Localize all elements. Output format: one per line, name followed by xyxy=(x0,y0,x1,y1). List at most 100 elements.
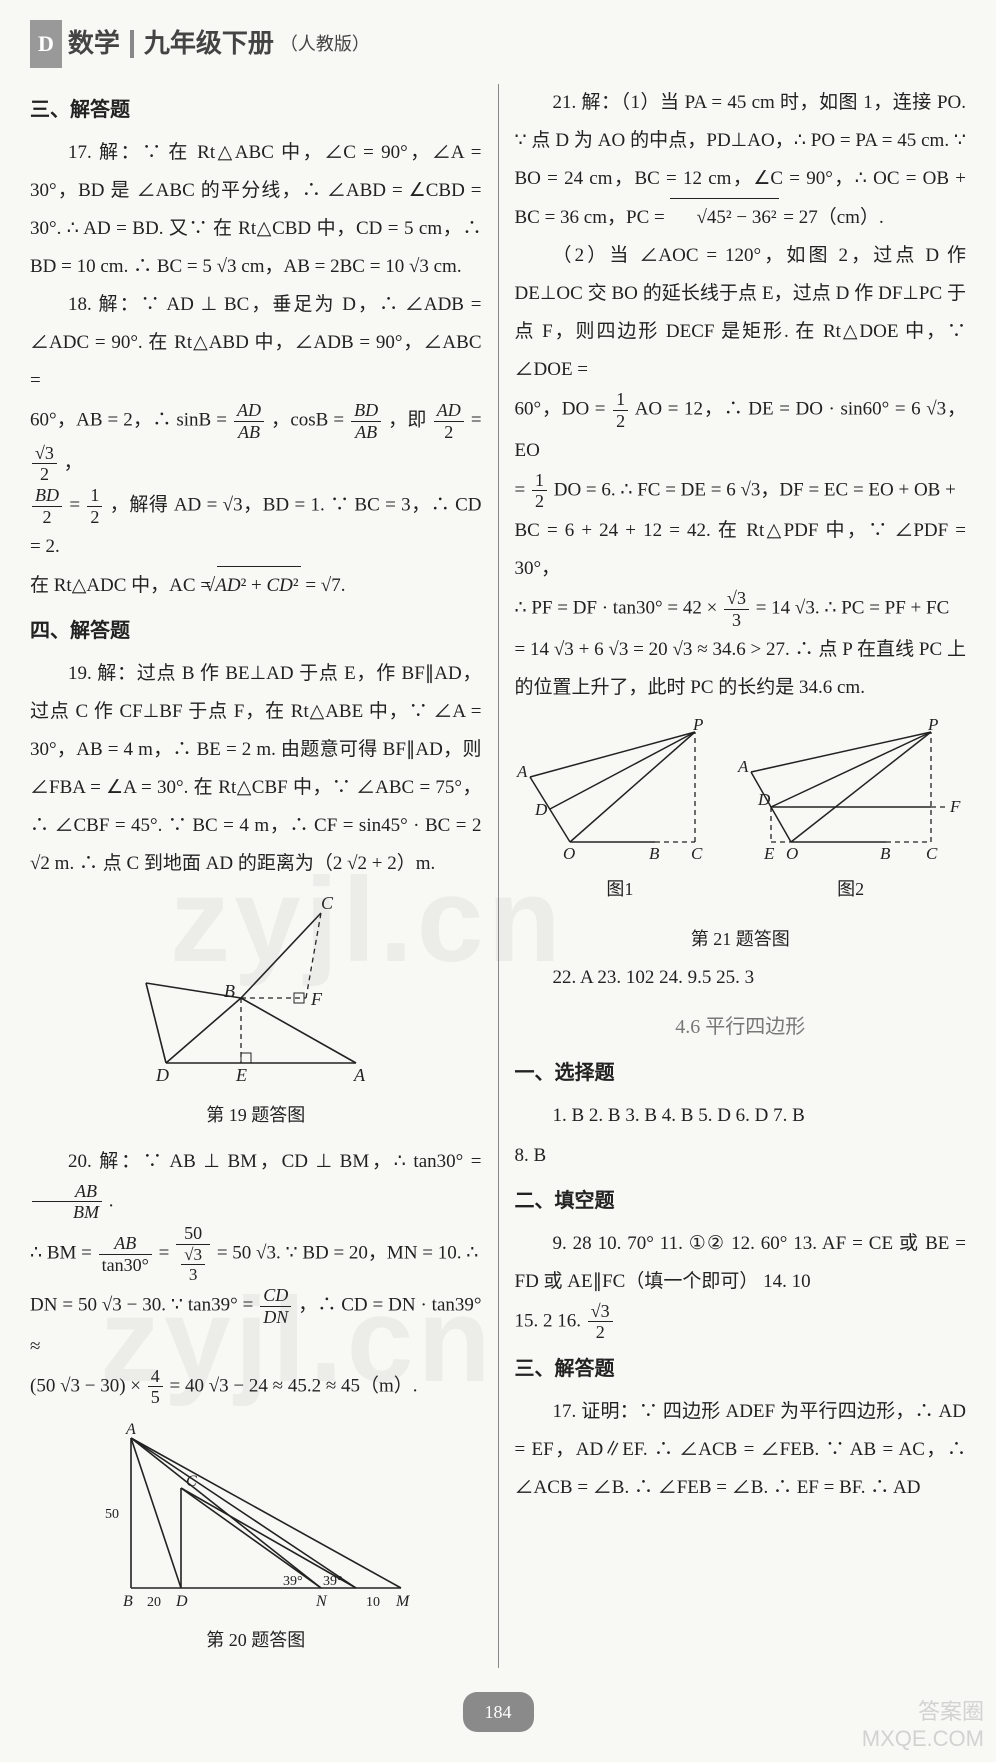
fb-line1: 9. 28 10. 70° 11. ①② 12. 60° 13. AF = CE… xyxy=(515,1225,967,1301)
d21b-B: B xyxy=(880,844,891,863)
q21-c: （2）当 ∠AOC = 120°，如图 2，过点 D 作 DE⊥OC 交 BO … xyxy=(515,245,967,380)
d21a-B: B xyxy=(649,844,660,863)
q17-solution: 17. 解：∵ 在 Rt△ABC 中，∠C = 90°，∠A = 30°，BD … xyxy=(30,134,482,286)
q18-line3: BD2 = 12 ，解得 AD = √3，BD = 1. ∵ BC = 3，∴ … xyxy=(30,485,482,566)
d21b-F: F xyxy=(949,797,961,816)
d21b-A: A xyxy=(737,757,749,776)
lbl-B: B xyxy=(224,981,235,1001)
fig2-caption: 图2 xyxy=(837,871,864,907)
q18-j: = √7. xyxy=(305,575,345,596)
q20-b: . xyxy=(109,1190,114,1211)
q18-d: ，即 xyxy=(388,410,432,431)
q18-line2: 60°，AB = 2，∴ sinB = ADAB ，cosB = BDAB ，即… xyxy=(30,400,482,485)
section-4-title: 四、解答题 xyxy=(30,611,482,651)
d20-39b: 39° xyxy=(323,1574,343,1589)
q21-caption: 第 21 题答图 xyxy=(515,921,967,957)
q20-a: 20. 解：∵ AB ⊥ BM，CD ⊥ BM，∴ tan30° = xyxy=(68,1151,482,1172)
q21-p5: BC = 6 + 24 + 12 = 42. 在 Rt△PDF 中，∵ ∠PDF… xyxy=(515,512,967,588)
d20-D: D xyxy=(175,1593,188,1610)
q20-d: = xyxy=(159,1242,174,1263)
q20-line1: 20. 解：∵ AB ⊥ BM，CD ⊥ BM，∴ tan30° = ABBM … xyxy=(30,1143,482,1224)
q18-f: ， xyxy=(64,452,83,473)
q21-p3: 60°，DO = 12 AO = 12，∴ DE = DO · sin60° =… xyxy=(515,389,967,470)
q18-g: = xyxy=(69,495,85,516)
d21a-A: A xyxy=(516,762,528,781)
q20-h: (50 √3 − 30) × xyxy=(30,1375,146,1396)
d21a-C: C xyxy=(691,844,703,863)
q21-g: DO = 6. ∴ FC = DE = 6 √3，DF = EC = EO + … xyxy=(554,479,956,500)
diagram-19-svg: C B F D E A xyxy=(126,893,386,1093)
diagram-20: A C B D N M 50 20 10 39° 39° 第 xyxy=(30,1418,482,1658)
q21-p7: = 14 √3 + 6 √3 = 20 √3 ≈ 34.6 > 27. ∴ 点 … xyxy=(515,631,967,707)
lbl-D: D xyxy=(155,1065,169,1085)
diagram-21a-svg: P A D O B C xyxy=(515,717,725,867)
q18-solution: 18. 解：∵ AD ⊥ BC，垂足为 D，∴ ∠ADB = ∠ADC = 90… xyxy=(30,286,482,400)
r-section-1-title: 一、选择题 xyxy=(515,1053,967,1093)
q21-p2: （2）当 ∠AOC = 120°，如图 2，过点 D 作 DE⊥OC 交 BO … xyxy=(515,237,967,389)
d20-B: B xyxy=(123,1593,133,1610)
header-badge: D xyxy=(30,20,62,68)
q21-p4: = 12 DO = 6. ∴ FC = DE = 6 √3，DF = EC = … xyxy=(515,470,967,513)
q20-line4: (50 √3 − 30) × 45 = 40 √3 − 24 ≈ 45.2 ≈ … xyxy=(30,1366,482,1409)
q18-b: 60°，AB = 2，∴ sinB = xyxy=(30,410,232,431)
q20-c: ∴ BM = xyxy=(30,1242,97,1263)
q21-j: = 14 √3. ∴ PC = PF + FC xyxy=(756,598,950,619)
section-3-title: 三、解答题 xyxy=(30,90,482,130)
d21b-D: D xyxy=(757,790,771,809)
q20-f: DN = 50 √3 − 30. ∵ tan39° = xyxy=(30,1295,258,1316)
mc-line1: 1. B 2. B 3. B 4. B 5. D 6. D 7. B xyxy=(515,1097,967,1135)
header-grade: 九年级下册 xyxy=(144,18,274,70)
right-column: 21. 解：（1）当 PA = 45 cm 时，如图 1，连接 PO. ∵ 点 … xyxy=(498,84,967,1668)
q18-a: 18. 解：∵ AD ⊥ BC，垂足为 D，∴ ∠ADB = ∠ADC = 90… xyxy=(30,294,482,391)
header-divider-icon xyxy=(130,30,134,58)
q18-e: = xyxy=(471,410,482,431)
lbl-C: C xyxy=(321,893,334,913)
q19-solution: 19. 解：过点 B 作 BE⊥AD 于点 E，作 BF∥AD，过点 C 作 C… xyxy=(30,655,482,883)
header-subject: 数学 xyxy=(68,18,120,70)
lbl-E: E xyxy=(235,1065,247,1085)
d20-A: A xyxy=(125,1421,136,1438)
diagram-20-svg: A C B D N M 50 20 10 39° 39° xyxy=(91,1418,421,1618)
q20-i: = 40 √3 − 24 ≈ 45.2 ≈ 45（m）. xyxy=(170,1375,418,1396)
corner-wm-2: MXQE.COM xyxy=(862,1726,984,1752)
d20-39a: 39° xyxy=(283,1574,303,1589)
d21b-O: O xyxy=(786,844,798,863)
page-header: D 数学 九年级下册 （人教版） xyxy=(30,18,966,70)
fb2-a: 15. 2 16. xyxy=(515,1310,586,1331)
r-section-3-title: 三、解答题 xyxy=(515,1349,967,1389)
q21-p1: 21. 解：（1）当 PA = 45 cm 时，如图 1，连接 PO. ∵ 点 … xyxy=(515,84,967,237)
diagram-21b-svg: P A D F E O B C xyxy=(736,717,966,867)
corner-wm-1: 答案圈 xyxy=(862,1699,984,1725)
left-column: 三、解答题 17. 解：∵ 在 Rt△ABC 中，∠C = 90°，∠A = 3… xyxy=(30,84,498,1668)
diagram-20-caption: 第 20 题答图 xyxy=(206,1622,305,1658)
r-q17: 17. 证明：∵ 四边形 ADEF 为平行四边形，∴ AD = EF，AD∥EF… xyxy=(515,1393,967,1507)
diagram-19: C B F D E A 第 19 题答图 xyxy=(30,893,482,1133)
d20-N: N xyxy=(315,1593,328,1610)
d21a-D: D xyxy=(534,800,548,819)
d20-M: M xyxy=(395,1593,411,1610)
d21b-P: P xyxy=(927,717,938,734)
r-section-2-title: 二、填空题 xyxy=(515,1181,967,1221)
q20-line2: ∴ BM = ABtan30° = 50√33 = 50 √3. ∵ BD = … xyxy=(30,1223,482,1285)
q21-p6: ∴ PF = DF · tan30° = 42 × √33 = 14 √3. ∴… xyxy=(515,588,967,631)
q20-e: = 50 √3. ∵ BD = 20，MN = 10. ∴ xyxy=(217,1242,479,1263)
d21b-E: E xyxy=(763,844,775,863)
corner-watermark: 答案圈 MXQE.COM xyxy=(862,1699,984,1752)
fig1-caption: 图1 xyxy=(606,871,633,907)
mc-line2: 8. B xyxy=(515,1137,967,1175)
d20-C: C xyxy=(186,1473,197,1490)
lbl-A: A xyxy=(353,1065,366,1085)
q18-i: 在 Rt△ADC 中，AC = xyxy=(30,575,216,596)
page-footer: 184 xyxy=(30,1692,966,1732)
d20-20: 20 xyxy=(147,1595,161,1610)
q21-d: 60°，DO = xyxy=(515,399,612,420)
diagram-21-pair: P A D O B C 图1 xyxy=(515,707,967,917)
d20-50: 50 xyxy=(105,1507,119,1522)
q18-c: ，cosB = xyxy=(271,410,349,431)
q18-line4: 在 Rt△ADC 中，AC = AD² + CD² = √7. xyxy=(30,566,482,605)
subsection-4-6: 4.6 平行四边形 xyxy=(515,1007,967,1047)
q21-i: ∴ PF = DF · tan30° = 42 × xyxy=(515,598,723,619)
diagram-19-caption: 第 19 题答图 xyxy=(206,1097,305,1133)
q20-line3: DN = 50 √3 − 30. ∵ tan39° = CDDN ，∴ CD =… xyxy=(30,1285,482,1366)
header-edition: （人教版） xyxy=(280,26,370,62)
